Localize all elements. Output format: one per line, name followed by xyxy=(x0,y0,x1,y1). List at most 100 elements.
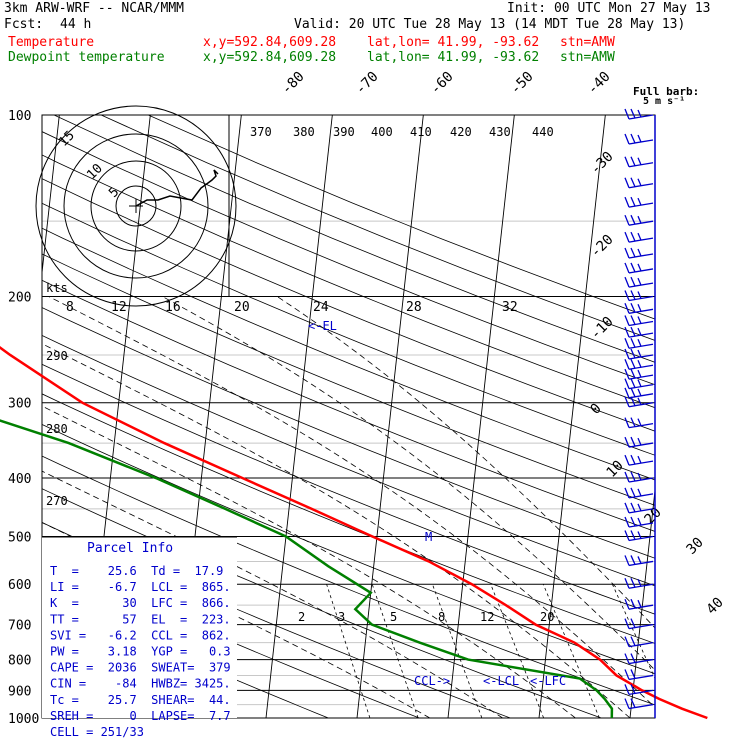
wind-barb-segment xyxy=(630,454,636,465)
wind-barb-segment xyxy=(637,578,642,587)
moist-adiabat xyxy=(42,343,631,718)
wind-barb-segment xyxy=(628,623,654,630)
wind-barb-segment xyxy=(624,276,630,288)
wind-barb-segment xyxy=(630,378,636,388)
wind-barb-segment xyxy=(630,555,636,565)
wind-barb-segment xyxy=(630,247,636,258)
wind-barb-segment xyxy=(637,291,642,299)
wind-barb-segment xyxy=(630,276,636,287)
wind-barb-segment xyxy=(628,642,654,648)
wind-barb-segment xyxy=(630,417,636,427)
parcel-info-row: TT = 57 EL = 223. xyxy=(50,612,231,626)
parcel-info-row: CAPE = 2036 SWEAT= 379 xyxy=(50,661,231,675)
wind-barb-segment xyxy=(630,598,636,609)
wind-barb-segment xyxy=(630,669,636,679)
wind-barb-segment xyxy=(637,556,642,564)
wind-barb-segment xyxy=(624,555,630,566)
temperature-profile xyxy=(0,346,708,720)
wind-barb-segment xyxy=(624,618,630,629)
wind-barb xyxy=(624,303,654,314)
wind-barb-segment xyxy=(637,379,642,387)
wind-barb-segment xyxy=(630,338,636,348)
mixing-ratio-label: 3 xyxy=(338,610,345,624)
wind-barb xyxy=(624,156,654,168)
hodograph-speed-tick: 20 xyxy=(234,300,250,315)
wind-barb-segment xyxy=(624,530,630,541)
wind-barb xyxy=(624,196,654,208)
isotherm-label: 30 xyxy=(684,535,707,558)
isotherm-label: -50 xyxy=(508,69,537,98)
wind-barb-segment xyxy=(630,396,636,406)
wind-barb-segment xyxy=(624,214,630,226)
hodograph-speed-unit: kts xyxy=(46,281,68,295)
parcel-info-row: Tc = 25.7 SHEAR= 44. xyxy=(50,693,231,707)
wind-barb xyxy=(624,516,654,528)
wind-barb-segment xyxy=(624,669,630,680)
dry-adiabat-label: 440 xyxy=(532,125,554,139)
pressure-tick-label: 300 xyxy=(8,397,31,412)
wind-barb-segment xyxy=(624,577,630,589)
wind-barb-segment xyxy=(624,598,630,610)
wind-barb-segment xyxy=(630,471,636,482)
wind-barb xyxy=(624,502,654,514)
hodograph-speed-tick: 24 xyxy=(313,300,329,315)
mixing-ratio-line xyxy=(326,584,371,718)
dry-adiabat xyxy=(42,178,655,432)
isotherm-line xyxy=(721,115,740,718)
wind-barb xyxy=(624,436,654,448)
wind-barb-segment xyxy=(624,487,630,499)
isotherm-label: -40 xyxy=(585,69,614,98)
plot-area xyxy=(42,115,740,718)
hodograph-ring xyxy=(35,105,237,307)
wind-barb-segment xyxy=(630,177,636,187)
dry-adiabat xyxy=(42,227,655,481)
theta-label: 270 xyxy=(46,494,68,508)
wind-barb xyxy=(624,698,654,710)
dry-adiabat xyxy=(42,455,655,706)
wind-barb xyxy=(624,684,654,696)
wind-barb-segment xyxy=(624,387,630,399)
wind-barb-segment xyxy=(630,326,636,337)
wind-barb-segment xyxy=(628,703,654,710)
wind-barb-segment xyxy=(637,134,642,143)
theta-label: 290 xyxy=(46,349,68,363)
wind-barb-segment xyxy=(630,358,636,369)
wind-barb xyxy=(624,669,654,681)
wind-barb-segment xyxy=(630,516,636,527)
wind-barb-segment xyxy=(637,197,642,206)
wind-barb-segment xyxy=(630,315,636,325)
mixing-ratio-label: 12 xyxy=(480,610,494,624)
dry-adiabat-label: 370 xyxy=(250,125,272,139)
parcel-info-row: CELL = 251/33 xyxy=(50,725,144,739)
wind-barb-segment xyxy=(624,502,630,514)
forecast-hour: 44 h xyxy=(60,17,92,32)
forecast-label: Fcst: xyxy=(4,17,44,32)
wind-barb-segment xyxy=(624,516,630,528)
dry-adiabat xyxy=(42,393,655,644)
dry-adiabat-label: 430 xyxy=(489,125,511,139)
wind-barb-segment xyxy=(624,653,630,664)
dewpoint-station: stn=AMW xyxy=(560,50,615,65)
wind-barb-segment xyxy=(637,109,642,118)
wind-barb xyxy=(624,378,654,390)
isotherm-label: -80 xyxy=(279,69,308,98)
wind-barb-segment xyxy=(624,417,630,428)
parcel-info-row: LI = -6.7 LCL = 865. xyxy=(50,580,231,594)
wind-barb-segment xyxy=(630,698,636,708)
wind-barb-segment xyxy=(628,658,654,665)
pressure-tick-label: 500 xyxy=(8,530,31,545)
wind-barb xyxy=(624,338,654,349)
temperature-legend: Temperature xyxy=(8,35,95,50)
dewpoint-xy: x,y=592.84,609.28 xyxy=(203,50,337,65)
init-time: Init: 00 UTC Mon 27 May 13 xyxy=(507,1,711,16)
isotherm-line xyxy=(447,115,515,718)
wind-barb-segment xyxy=(637,178,642,186)
wind-barb-segment xyxy=(630,368,636,379)
wind-barb xyxy=(624,290,654,302)
isotherm-label: -10 xyxy=(588,314,617,343)
wind-barb-segment xyxy=(637,349,642,358)
wind-barb-segment xyxy=(624,196,630,208)
wind-barb-segment xyxy=(630,436,636,447)
wind-barb-segment xyxy=(630,577,636,588)
wind-barb xyxy=(624,487,654,499)
